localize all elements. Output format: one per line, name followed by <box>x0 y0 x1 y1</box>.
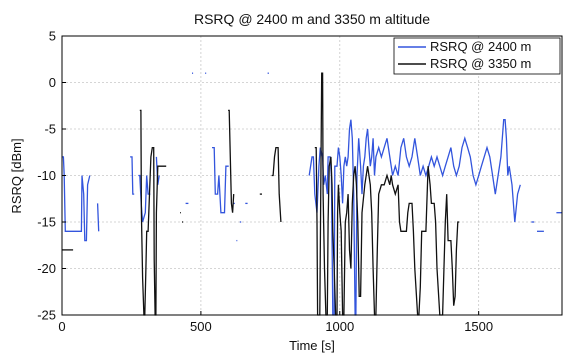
y-tick-label: -20 <box>37 261 56 276</box>
y-tick-label: 0 <box>49 75 56 90</box>
series-line-segment <box>96 203 100 232</box>
legend: RSRQ @ 2400 m RSRQ @ 3350 m <box>393 37 561 75</box>
x-tick-label: 1000 <box>325 319 354 334</box>
series-line-segment <box>228 109 235 213</box>
y-axis-ticks: 5 0 -5 -10 -15 -20 -25 <box>37 29 66 323</box>
x-tick-label: 1500 <box>464 319 493 334</box>
series-line-segment <box>308 119 521 316</box>
x-tick-label: 500 <box>190 319 212 334</box>
series-line-segment <box>271 146 282 223</box>
series-line-segment <box>138 174 151 223</box>
y-tick-label: -15 <box>37 215 56 230</box>
series-group <box>62 72 562 316</box>
y-tick-label: 5 <box>49 29 56 44</box>
y-tick-label: -10 <box>37 168 56 183</box>
y-axis-label: RSRQ [dBm] <box>9 138 24 213</box>
x-tick-label: 0 <box>58 319 65 334</box>
series-1 <box>62 72 460 316</box>
series-line-segment <box>139 109 167 316</box>
series-0 <box>62 72 562 316</box>
series-line-segment <box>212 146 229 214</box>
y-tick-label: -25 <box>37 308 56 323</box>
x-axis-label: Time [s] <box>289 338 335 353</box>
series-line-segment <box>314 72 460 316</box>
chart-title: RSRQ @ 2400 m and 3350 m altitude <box>194 11 430 27</box>
series-line-segment <box>130 156 135 195</box>
legend-box <box>393 37 561 75</box>
legend-entry-3350: RSRQ @ 3350 m <box>430 56 531 71</box>
legend-entry-2400: RSRQ @ 2400 m <box>430 39 531 54</box>
series-line-segment <box>62 156 91 242</box>
y-tick-label: -5 <box>44 122 56 137</box>
x-axis-ticks: 0 500 1000 1500 <box>58 311 493 334</box>
